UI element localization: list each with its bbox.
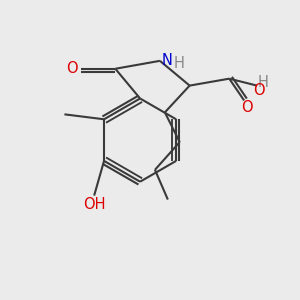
Text: OH: OH (83, 197, 105, 212)
Text: O: O (241, 100, 253, 116)
Text: H: H (258, 75, 269, 90)
Text: N: N (162, 53, 173, 68)
Text: O: O (253, 83, 264, 98)
Text: H: H (174, 56, 185, 71)
Text: O: O (67, 61, 78, 76)
